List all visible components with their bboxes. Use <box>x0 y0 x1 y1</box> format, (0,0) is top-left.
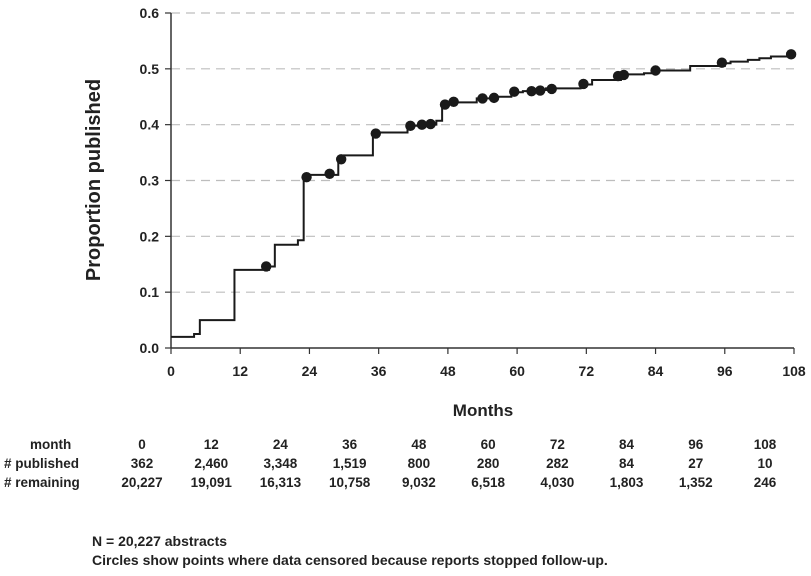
x-axis-label: Months <box>453 401 513 420</box>
km-step-line <box>171 53 795 338</box>
censor-point <box>578 78 589 90</box>
x-tick-label: 24 <box>302 363 318 379</box>
risk-month-cell: 48 <box>411 437 427 452</box>
y-axis-ticks: 0.0 0.1 0.2 0.3 0.4 0.5 0.6 <box>140 5 171 356</box>
censor-point <box>650 65 661 76</box>
y-tick-label: 0.6 <box>140 5 160 21</box>
risk-header-row: month 0 12 24 36 48 60 72 84 96 108 <box>0 437 811 456</box>
x-tick-label: 0 <box>167 363 175 379</box>
censor-point <box>534 85 546 96</box>
risk-month-cell: 84 <box>619 437 635 452</box>
censor-point <box>416 119 428 130</box>
remaining-cell: 1,352 <box>678 475 713 490</box>
censor-point <box>526 85 537 97</box>
remaining-cell: 10,758 <box>329 475 371 490</box>
risk-remaining-row: # remaining 20,227 19,091 16,313 10,758 9,03… <box>0 475 811 494</box>
published-cell: 280 <box>476 456 500 471</box>
sample-size-note: N = 20,227 abstracts <box>92 533 228 549</box>
censored-points <box>260 49 797 272</box>
x-tick-label: 72 <box>579 363 595 379</box>
censoring-note: Circles show points where data censored … <box>92 552 608 568</box>
risk-published-row: # published 362 2,460 3,348 1,519 800 280 282 8… <box>0 456 811 475</box>
censor-point <box>425 118 436 130</box>
y-axis-label: Proportion published <box>83 79 105 281</box>
x-tick-label: 60 <box>509 363 525 379</box>
censor-point <box>477 93 488 104</box>
remaining-cell: 19,091 <box>190 475 232 490</box>
published-cell: 84 <box>619 456 635 471</box>
remaining-cell: 4,030 <box>540 475 575 490</box>
number-at-risk-table: month 0 12 24 36 48 60 72 84 96 108 # published 3… <box>0 437 811 494</box>
published-cell: 2,460 <box>194 456 229 471</box>
x-tick-label: 96 <box>717 363 733 379</box>
censor-point <box>546 83 557 95</box>
risk-month-cell: 36 <box>342 437 358 452</box>
x-tick-label: 108 <box>782 363 806 379</box>
remaining-cell: 20,227 <box>121 475 163 490</box>
censor-point <box>618 69 630 81</box>
published-cell: 362 <box>130 456 154 471</box>
published-cell: 10 <box>757 456 773 471</box>
censor-point <box>324 168 335 179</box>
published-cell: 27 <box>688 456 704 471</box>
y-tick-label: 0.5 <box>140 61 160 77</box>
censor-point <box>301 171 312 183</box>
remaining-cell: 16,313 <box>259 475 302 490</box>
y-tick-label: 0.1 <box>140 284 160 300</box>
x-tick-label: 36 <box>371 363 387 379</box>
month-label: month <box>30 437 72 452</box>
censor-point <box>260 261 272 272</box>
censor-point <box>488 92 500 104</box>
censor-point <box>785 49 797 60</box>
x-tick-label: 48 <box>440 363 456 379</box>
remaining-cell: 9,032 <box>401 475 436 490</box>
risk-month-cell: 24 <box>272 437 288 452</box>
series-group <box>171 53 795 338</box>
gridlines <box>171 12 794 293</box>
km-chart: 0.0 0.1 0.2 0.3 0.4 0.5 0.6 0 12 24 36 48 60 72 84 96 1… <box>83 5 806 420</box>
remaining-cell: 246 <box>753 475 777 490</box>
remaining-label: # remaining <box>4 475 80 490</box>
footnotes: N = 20,227 abstracts Circles show points… <box>92 532 608 570</box>
y-tick-label: 0.0 <box>140 340 160 356</box>
x-tick-label: 84 <box>648 363 664 379</box>
x-axis-ticks: 0 12 24 36 48 60 72 84 96 108 <box>167 348 806 379</box>
published-cell: 1,519 <box>332 456 367 471</box>
risk-month-cell: 96 <box>688 437 704 452</box>
risk-month-cell: 108 <box>753 437 777 452</box>
remaining-cell: 1,803 <box>609 475 644 490</box>
censor-point <box>370 128 381 139</box>
censor-point <box>509 86 520 97</box>
y-tick-label: 0.2 <box>140 228 160 244</box>
published-label: # published <box>4 456 80 471</box>
x-tick-label: 12 <box>232 363 248 379</box>
y-tick-label: 0.3 <box>140 173 160 189</box>
censor-point <box>448 96 459 107</box>
censor-point <box>405 120 416 131</box>
published-cell: 3,348 <box>263 456 298 471</box>
published-cell: 282 <box>546 456 569 471</box>
risk-month-cell: 72 <box>549 437 565 452</box>
risk-month-cell: 12 <box>203 437 219 452</box>
published-cell: 800 <box>407 456 431 471</box>
remaining-cell: 6,518 <box>471 475 505 490</box>
risk-month-cell: 0 <box>138 437 146 452</box>
censor-point <box>716 57 728 68</box>
censor-point <box>335 154 347 165</box>
censor-point <box>439 99 451 110</box>
risk-month-cell: 60 <box>480 437 496 452</box>
y-tick-label: 0.4 <box>140 117 160 133</box>
